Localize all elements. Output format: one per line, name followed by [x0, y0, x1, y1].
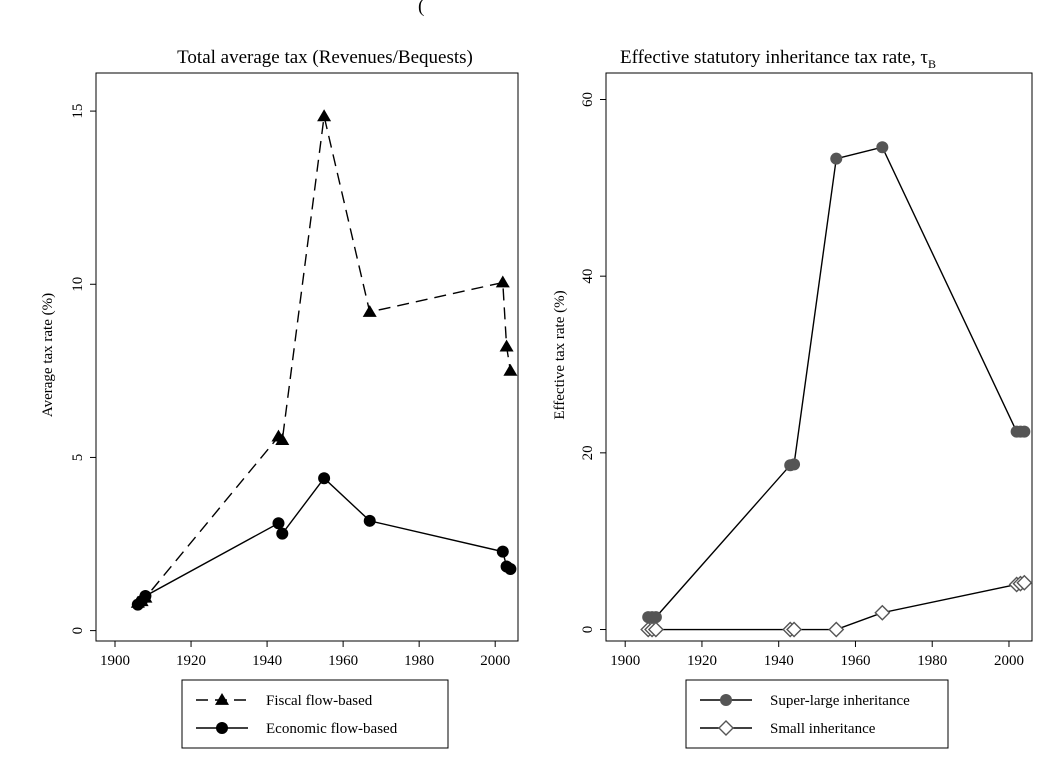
legend-label: Super-large inheritance — [770, 693, 910, 709]
legend-marker — [718, 720, 734, 736]
data-point — [1016, 574, 1033, 591]
panel-right: Effective statutory inheritance tax rate… — [552, 47, 1033, 749]
data-point — [362, 304, 377, 317]
y-tick-label: 40 — [580, 269, 596, 284]
y-tick-label: 20 — [580, 445, 596, 460]
x-tick-label: 1960 — [840, 653, 870, 669]
series-1 — [640, 574, 1033, 638]
y-tick-label: 60 — [580, 92, 596, 107]
data-point — [828, 621, 845, 638]
legend: Fiscal flow-based Economic flow-based — [181, 679, 449, 749]
data-point — [1018, 425, 1031, 438]
legend-marker — [720, 694, 732, 706]
legend-label: Small inheritance — [770, 721, 876, 737]
series-line — [137, 116, 512, 604]
x-tick-label: 1980 — [404, 653, 434, 669]
x-tick-label: 1940 — [764, 653, 794, 669]
y-tick-label: 15 — [70, 104, 86, 119]
legend-box — [685, 679, 949, 749]
data-point — [363, 514, 376, 527]
legend-label: Fiscal flow-based — [266, 693, 373, 709]
data-point — [496, 545, 509, 558]
data-point — [499, 339, 514, 352]
data-point — [317, 109, 332, 122]
cropped-header-text: ( — [418, 0, 424, 17]
x-tick-label: 1900 — [100, 653, 130, 669]
series-0 — [642, 141, 1031, 624]
panel-left: Total average tax (Revenues/Bequests) Av… — [40, 47, 519, 749]
legend: Super-large inheritance Small inheritance — [685, 679, 949, 749]
legend-box — [181, 679, 449, 749]
x-tick-label: 1920 — [687, 653, 717, 669]
data-point — [276, 527, 289, 540]
y-tick-label: 0 — [70, 627, 86, 635]
data-point — [788, 458, 801, 471]
plot-frame — [605, 72, 1033, 642]
x-tick-label: 1980 — [917, 653, 947, 669]
x-tick-label: 1920 — [176, 653, 206, 669]
legend-marker — [216, 722, 228, 734]
x-tick-label: 1900 — [610, 653, 640, 669]
data-point — [503, 363, 518, 376]
data-point — [495, 275, 510, 288]
data-point — [876, 141, 889, 154]
x-tick-label: 1960 — [328, 653, 358, 669]
y-tick-label: 10 — [70, 277, 86, 292]
panel-left-title: Total average tax (Revenues/Bequests) — [177, 47, 473, 68]
panel-right-title: Effective statutory inheritance tax rate… — [620, 47, 936, 71]
panel-right-title-subscript: B — [928, 57, 936, 71]
data-point — [139, 589, 152, 602]
data-point — [647, 621, 664, 638]
data-point — [649, 611, 662, 624]
x-tick-label: 1940 — [252, 653, 282, 669]
data-point — [830, 152, 843, 165]
plot-frame — [95, 72, 519, 642]
y-tick-label: 5 — [70, 454, 86, 462]
panel-right-title-text: Effective statutory inheritance tax rate… — [620, 47, 928, 68]
y-tick-label: 0 — [580, 626, 596, 634]
series-line — [648, 146, 1025, 618]
panel-left-y-axis-label: Average tax rate (%) — [40, 293, 56, 417]
series-line — [137, 477, 511, 606]
data-point — [272, 517, 285, 530]
data-point — [504, 562, 517, 575]
data-point — [874, 604, 891, 621]
legend-marker — [215, 693, 229, 705]
data-point — [318, 472, 331, 485]
legend-label: Economic flow-based — [266, 721, 398, 737]
series-1 — [131, 472, 517, 611]
data-point — [786, 621, 803, 638]
panel-right-y-axis-label: Effective tax rate (%) — [552, 290, 568, 419]
series-0 — [130, 109, 518, 608]
x-tick-label: 2000 — [994, 653, 1024, 669]
data-point — [275, 433, 290, 446]
x-tick-label: 2000 — [480, 653, 510, 669]
